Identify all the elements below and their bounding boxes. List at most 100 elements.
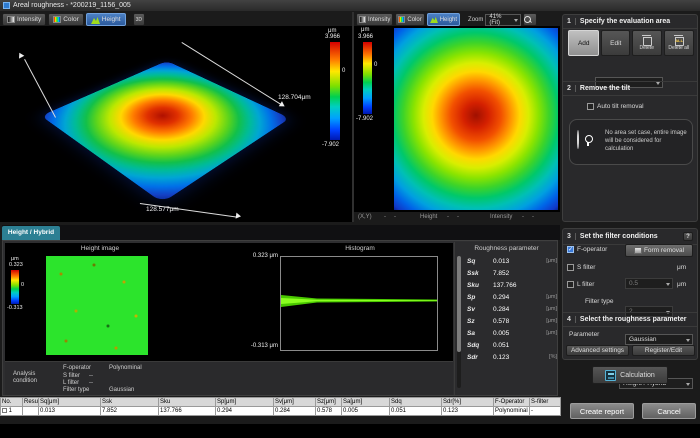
lightbulb-icon [577,130,579,149]
col-sv[interactable]: Sv[μm] [273,397,316,407]
colorbar-zero-2d: 0 [374,62,378,68]
param-name: Sa [467,330,475,337]
filter-type-label: Filter type [585,298,614,305]
param-name: Ssk [467,270,479,277]
viewport-2d[interactable]: μm 3.966 0 -7.902 (X,Y) - - Height - - I… [354,26,560,222]
cell-ssk: 7.852 [100,406,159,416]
s-filter-dropdown[interactable]: 0.5 [625,278,673,289]
app-icon [3,2,10,9]
heightmap-2d[interactable] [394,28,558,210]
s-filter-checkbox[interactable] [567,264,574,271]
viewport-divider [352,12,354,222]
cell-sdr: 0.123 [441,406,494,416]
cell-sdq: 0.051 [389,406,442,416]
s-filter-row: S filter [567,264,595,271]
col-sdr[interactable]: Sdr[%] [441,397,494,407]
param-unit: [μm] [546,330,557,336]
filter-type-dropdown[interactable]: Gaussian [625,334,693,345]
surface-3d-dome [41,60,290,203]
param-value: 0.013 [493,258,510,265]
trash-icon [642,35,653,46]
cell-no: 1 [8,408,13,415]
status-dash: - [384,214,386,220]
cancel-button[interactable]: Cancel [642,403,696,419]
add-area-button[interactable]: Add [568,30,600,56]
f-operator-row: F-operator [567,246,607,253]
help-button[interactable]: ? [683,232,693,241]
colorbar-min-2d: -7.902 [356,116,374,122]
delete-all-areas-button[interactable]: ALL Delete all [663,30,694,56]
param-value: 0.578 [493,318,510,325]
l-filter-checkbox[interactable] [567,281,574,288]
delete-area-button[interactable]: Delete [632,30,662,56]
param-value: 0.005 [493,330,510,337]
step4-number: 4 [567,316,576,323]
axis-label-bottom: 128.577μm [146,206,179,213]
form-removal-button[interactable]: Form removal [625,244,693,257]
col-no[interactable]: No. [0,397,23,407]
col-sz[interactable]: Sz[μm] [315,397,342,407]
height-button-2d[interactable]: Height [426,13,461,26]
cell-sv: 0.284 [273,406,316,416]
step1-header: 1 Specify the evaluation area [563,15,697,29]
calculation-button[interactable]: Calculation [592,366,668,384]
s-filter-unit: μm [677,264,687,271]
cell-result [22,406,39,416]
register-edit-button[interactable]: Register/Edit [632,345,695,356]
advanced-settings-button[interactable]: Advanced settings [566,345,629,356]
cell-f-operator: Polynominal [493,406,530,416]
intensity-button-3d[interactable]: Intensity [2,13,47,26]
viewport-3d[interactable]: 128.704μm 128.577μm μm 3.966 0 -7.902 [0,26,352,222]
f-operator-checkbox[interactable] [567,246,574,253]
height-button-3d[interactable]: Height [85,13,126,26]
zoom-dropdown[interactable]: 41%(Fit) [485,13,522,26]
param-value: 0.284 [493,306,510,313]
s-filter-label: S filter [577,264,596,271]
title-bar[interactable]: Areal roughness - *200219_1156_005 [0,0,700,11]
histogram-title: Histogram [345,245,375,252]
panel-steps-3-4: 3 Set the filter conditions ? F-operator… [562,228,698,389]
magnifier-icon [524,15,532,24]
cell-s-filter: - [529,406,561,416]
roughness-scrollbar-thumb[interactable] [457,256,461,352]
mini-scale-max: 0.323 [9,262,23,268]
trash-all-icon: ALL [674,35,685,46]
roughness-scrollbar-track[interactable] [457,256,461,388]
tab-height-hybrid[interactable]: Height / Hybrid [2,226,60,240]
edit-area-button[interactable]: Edit [601,30,630,56]
mini-scale-unit: μm [11,256,19,262]
status-dash: - [532,214,534,220]
col-sku[interactable]: Sku [158,397,216,407]
view-3d-button[interactable]: 3D [132,13,145,26]
magnifier-button[interactable] [523,13,538,26]
col-s-filter[interactable]: S-filter [529,397,561,407]
l-filter-label: L filter [577,281,595,288]
col-sa[interactable]: Sa[μm] [341,397,390,407]
intensity-button-2d[interactable]: Intensity [356,13,394,26]
colorbar-unit-3d: μm [328,28,337,34]
status-xy-label: (X,Y) [358,214,372,220]
row-checkbox[interactable] [2,407,7,413]
height-image[interactable] [46,256,148,355]
col-sdq[interactable]: Sdq [389,397,442,407]
cell-sku: 137.766 [158,406,216,416]
col-sp[interactable]: Sp[μm] [215,397,274,407]
step3-header: 3 Set the filter conditions ? [563,229,697,245]
col-ssk[interactable]: Ssk [100,397,159,407]
param-name: Sdq [467,342,480,349]
table-row[interactable]: 1 0.013 7.852 137.766 0.294 0.284 0.578 … [0,406,561,416]
color-button-3d[interactable]: Color [48,13,84,26]
col-sq[interactable]: Sq[μm] [38,397,101,407]
col-f-operator[interactable]: F-Operator [493,397,530,407]
colorbar-max-2d: 3.966 [358,34,374,40]
auto-tilt-checkbox[interactable] [587,103,594,110]
col-result[interactable]: Result [22,397,39,407]
param-name: Sq [467,258,476,265]
histogram-plot [280,256,438,351]
intensity-icon [359,16,366,23]
color-button-2d[interactable]: Color [395,13,425,26]
axis-label-right: 128.704μm [278,94,311,101]
create-report-button[interactable]: Create report [570,403,634,419]
area-select-dropdown[interactable] [595,77,663,88]
height-icon [90,16,100,24]
